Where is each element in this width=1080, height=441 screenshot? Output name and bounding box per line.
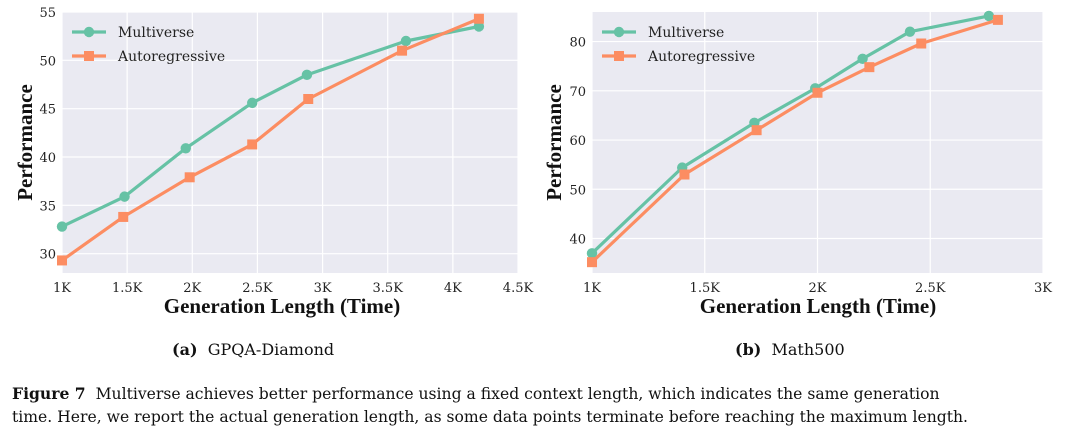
y-axis-label: Performance: [542, 84, 566, 201]
x-tick-label: 1K: [53, 281, 71, 296]
x-tick-label: 4.5K: [503, 281, 534, 296]
figure-label: Figure 7: [12, 384, 86, 403]
data-point-autoregressive: [751, 125, 762, 136]
caption-line-1: Multiverse achieves better performance u…: [95, 385, 940, 403]
x-tick-label: 2.5K: [242, 281, 273, 296]
chart-math500: 40 50 60 70 80 1K 1.5K 2K 2.5K 3K Generation Lengt…: [542, 10, 1052, 318]
x-tick-label: 3.5K: [373, 281, 404, 296]
legend-marker: [614, 51, 624, 61]
data-point-autoregressive: [864, 62, 875, 73]
x-tick-label: 2K: [183, 281, 201, 296]
y-tick-label: 35: [39, 199, 56, 214]
x-tick-label: 2K: [809, 281, 827, 296]
data-point-autoregressive: [473, 13, 484, 24]
x-axis-label: Generation Length (Time): [700, 294, 936, 318]
x-tick-label: 2.5K: [915, 281, 946, 296]
data-point-autoregressive: [184, 172, 195, 183]
subcaption-a-text: GPQA-Diamond: [207, 340, 335, 359]
data-point-autoregressive: [397, 45, 408, 56]
data-point-multiverse: [180, 143, 191, 154]
data-point-autoregressive: [679, 169, 690, 180]
y-tick-label: 80: [569, 36, 586, 51]
y-axis-label: Performance: [13, 84, 37, 201]
data-point-autoregressive: [587, 257, 597, 268]
data-point-multiverse: [473, 21, 485, 32]
y-tick-label: 70: [569, 85, 586, 100]
x-axis-label: Generation Length (Time): [164, 294, 400, 318]
data-point-multiverse: [857, 53, 868, 64]
data-point-multiverse: [119, 191, 130, 202]
data-point-multiverse: [247, 97, 258, 109]
y-tick-label: 40: [569, 233, 586, 248]
subcaption-a-label: (a): [172, 340, 198, 359]
legend-marker: [84, 51, 94, 61]
data-point-multiverse: [904, 26, 916, 37]
x-tick-label: 1.5K: [112, 281, 143, 296]
x-tick-label: 3K: [1034, 281, 1052, 296]
x-tick-label: 1.5K: [690, 281, 721, 296]
subcaption-b-label: (b): [735, 340, 762, 359]
data-point-autoregressive: [303, 94, 314, 104]
y-tick-label: 40: [39, 151, 56, 166]
y-tick-label: 50: [39, 54, 56, 69]
data-point-multiverse: [301, 69, 313, 81]
y-tick-label: 60: [569, 134, 586, 149]
data-point-autoregressive: [916, 38, 927, 49]
data-point-autoregressive: [118, 211, 129, 222]
data-point-multiverse: [56, 221, 68, 232]
legend-label: Autoregressive: [117, 49, 225, 65]
legend-marker: [613, 26, 625, 38]
data-point-autoregressive: [247, 139, 258, 150]
caption-line-2: time. Here, we report the actual generat…: [12, 408, 969, 426]
data-point-autoregressive: [992, 14, 1003, 25]
legend-label: Multiverse: [118, 25, 194, 41]
y-tick-label: 45: [39, 103, 56, 118]
plot-area: [62, 12, 518, 273]
subcaption-b: (b) Math500: [735, 340, 845, 359]
figure-caption: Figure 7 Multiverse achieves better perf…: [12, 382, 1072, 429]
x-tick-label: 3K: [314, 281, 332, 296]
y-tick-label: 30: [39, 248, 56, 263]
legend-marker: [83, 26, 95, 38]
y-tick-label: 50: [569, 183, 586, 198]
data-point-autoregressive: [57, 255, 67, 266]
x-tick-label: 1K: [583, 281, 601, 296]
data-point-multiverse: [586, 248, 598, 259]
legend-label: Multiverse: [648, 25, 724, 41]
subcaption-b-text: Math500: [771, 340, 845, 359]
subcaption-a: (a) GPQA-Diamond: [172, 340, 334, 359]
data-point-multiverse: [400, 35, 412, 47]
chart-gpqa-diamond: 30 35 40 45 50 55 1K 1.5K 2K 2.5K 3K 3.5K 4K 4.5K Gene…: [13, 6, 533, 318]
y-tick-label: 55: [39, 6, 56, 21]
data-point-autoregressive: [812, 87, 823, 98]
data-point-multiverse: [983, 10, 995, 22]
legend-label: Autoregressive: [647, 49, 755, 65]
x-tick-label: 4K: [444, 281, 462, 296]
